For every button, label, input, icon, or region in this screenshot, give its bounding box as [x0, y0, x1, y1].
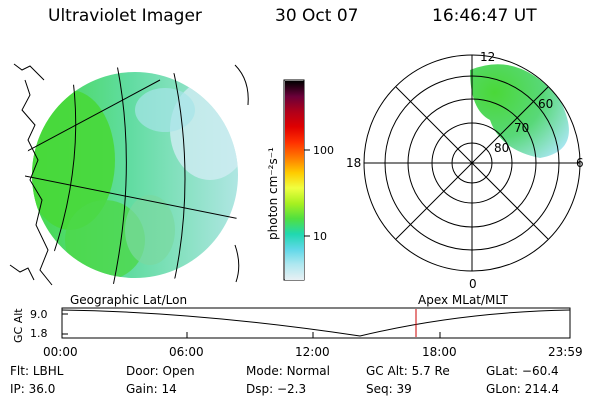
- xtick-1200: 12:00: [295, 345, 330, 359]
- colorbar-label-100: 100: [313, 144, 334, 157]
- xtick-0000: 00:00: [43, 345, 78, 359]
- colorbar: 100 10 photon cm⁻²s⁻¹: [266, 79, 334, 281]
- status-flt: Flt: LBHL: [10, 364, 64, 378]
- mlat-label-60: 60: [538, 97, 553, 111]
- geographic-image: [9, 63, 249, 286]
- status-mode: Mode: Normal: [246, 364, 330, 378]
- status-door: Door: Open: [126, 364, 195, 378]
- xtick-2359: 23:59: [548, 345, 583, 359]
- instrument-title: Ultraviolet Imager: [48, 6, 202, 26]
- mlt-label-12: 12: [480, 50, 495, 64]
- status-glat: GLat: −60.4: [486, 364, 559, 378]
- mlt-label-0: 0: [469, 277, 477, 291]
- status-dsp: Dsp: −2.3: [246, 382, 307, 396]
- mlt-label-18: 18: [346, 156, 361, 170]
- altitude-curve: [61, 309, 571, 337]
- altitude-panel: GC Alt 9.0 1.8: [12, 307, 571, 343]
- time-label: 16:46:47 UT: [432, 6, 537, 26]
- mlat-label-80: 80: [494, 141, 509, 155]
- colorbar-gradient: [285, 81, 304, 280]
- geographic-title: Geographic Lat/Lon: [70, 293, 188, 307]
- altitude-ylabel: GC Alt: [12, 308, 25, 343]
- mlt-label-6: 6: [576, 156, 584, 170]
- colorbar-unit-label: photon cm⁻²s⁻¹: [266, 147, 280, 240]
- date-label: 30 Oct 07: [275, 6, 359, 26]
- altitude-ytick-low: 1.8: [30, 327, 48, 340]
- xtick-1800: 18:00: [422, 345, 457, 359]
- apex-title: Apex MLat/MLT: [418, 293, 508, 307]
- status-seq: Seq: 39: [366, 382, 412, 396]
- altitude-ytick-high: 9.0: [30, 308, 48, 321]
- mlat-label-70: 70: [514, 121, 529, 135]
- status-gc-alt: GC Alt: 5.7 Re: [366, 364, 450, 378]
- status-ip: IP: 36.0: [10, 382, 56, 396]
- colorbar-label-10: 10: [313, 230, 327, 243]
- status-glon: GLon: 214.4: [486, 382, 559, 396]
- status-gain: Gain: 14: [126, 382, 177, 396]
- polar-plot: 12 18 6 0 60 70 80: [346, 50, 584, 291]
- xtick-0600: 06:00: [169, 345, 204, 359]
- colorbar-frame: [283, 79, 305, 281]
